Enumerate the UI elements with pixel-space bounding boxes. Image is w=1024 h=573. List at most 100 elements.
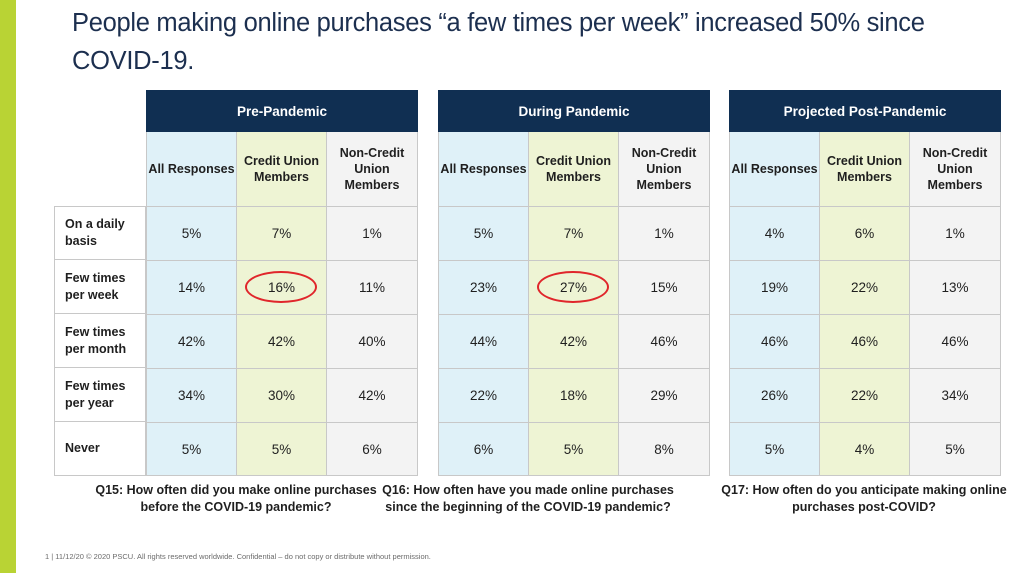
cell-value: 11% bbox=[358, 280, 386, 295]
cell-value: 22% bbox=[469, 388, 498, 403]
column-header: Non-Credit Union Members bbox=[910, 132, 1001, 206]
column-header: All Responses bbox=[146, 132, 237, 206]
table-cell: 5% bbox=[729, 422, 820, 476]
table-cell: 29% bbox=[619, 368, 710, 422]
table-cell: 34% bbox=[146, 368, 237, 422]
cell-value: 42% bbox=[267, 334, 296, 349]
cell-value: 34% bbox=[177, 388, 206, 403]
cell-value: 5% bbox=[473, 226, 494, 241]
table-cell: 46% bbox=[820, 314, 910, 368]
table-cell: 7% bbox=[237, 206, 327, 260]
table-cell: 16% bbox=[237, 260, 327, 314]
cell-value: 4% bbox=[764, 226, 785, 241]
cell-value: 5% bbox=[181, 226, 202, 241]
table-cell: 6% bbox=[438, 422, 529, 476]
cell-value: 34% bbox=[941, 388, 969, 403]
panel-2: Projected Post-Pandemic All Responses Cred… bbox=[729, 90, 1001, 476]
table-cell: 11% bbox=[327, 260, 418, 314]
cell-value: 29% bbox=[650, 388, 678, 403]
cell-value: 6% bbox=[473, 441, 494, 457]
cell-value: 13% bbox=[941, 280, 969, 295]
table-cell: 1% bbox=[910, 206, 1001, 260]
cell-value: 8% bbox=[654, 441, 674, 457]
cell-value: 5% bbox=[764, 441, 785, 457]
table-cell: 1% bbox=[327, 206, 418, 260]
table-cell: 5% bbox=[438, 206, 529, 260]
question-caption: Q16: How often have you made online purc… bbox=[382, 483, 674, 514]
table-cell: 42% bbox=[327, 368, 418, 422]
table-cell: 18% bbox=[529, 368, 619, 422]
cell-value: 40% bbox=[358, 334, 386, 349]
table-cell: 5% bbox=[910, 422, 1001, 476]
table-cell: 46% bbox=[619, 314, 710, 368]
cell-value: 22% bbox=[850, 280, 879, 295]
cell-value: 7% bbox=[271, 226, 292, 241]
cell-value: 46% bbox=[650, 334, 678, 349]
table-cell: 34% bbox=[910, 368, 1001, 422]
column-header: All Responses bbox=[438, 132, 529, 206]
row-label: Few times per week bbox=[54, 260, 146, 314]
panel-header: During Pandemic bbox=[438, 90, 710, 132]
highlight-circle bbox=[537, 271, 609, 303]
question-caption: Q15: How often did you make online purch… bbox=[95, 483, 377, 514]
panel-header: Pre-Pandemic bbox=[146, 90, 418, 132]
cell-value: 5% bbox=[563, 441, 584, 457]
cell-value: 6% bbox=[854, 226, 875, 241]
cell-value: 19% bbox=[760, 280, 789, 295]
cell-value: 42% bbox=[177, 334, 206, 349]
question-caption: Q17: How often do you anticipate making … bbox=[721, 483, 1007, 514]
table-cell: 22% bbox=[820, 368, 910, 422]
column-header: Non-Credit Union Members bbox=[619, 132, 710, 206]
cell-value: 42% bbox=[358, 388, 386, 403]
column-header: Non-Credit Union Members bbox=[327, 132, 418, 206]
table-cell: 26% bbox=[729, 368, 820, 422]
table-cell: 44% bbox=[438, 314, 529, 368]
table-cell: 5% bbox=[146, 206, 237, 260]
cell-value: 7% bbox=[563, 226, 584, 241]
table-cell: 27% bbox=[529, 260, 619, 314]
cell-value: 4% bbox=[854, 441, 875, 457]
table-cell: 46% bbox=[910, 314, 1001, 368]
column-header: Credit Union Members bbox=[820, 132, 910, 206]
row-label: Few times per month bbox=[54, 314, 146, 368]
cell-value: 30% bbox=[267, 388, 296, 403]
table-cell: 7% bbox=[529, 206, 619, 260]
cell-value: 1% bbox=[945, 226, 965, 241]
cell-value: 5% bbox=[945, 441, 965, 457]
cell-value: 1% bbox=[362, 226, 382, 241]
highlight-circle bbox=[245, 271, 317, 303]
column-header: Credit Union Members bbox=[529, 132, 619, 206]
column-header: All Responses bbox=[729, 132, 820, 206]
table-cell: 19% bbox=[729, 260, 820, 314]
table-cell: 5% bbox=[146, 422, 237, 476]
table-cell: 46% bbox=[729, 314, 820, 368]
table-cell: 5% bbox=[529, 422, 619, 476]
table-cell: 1% bbox=[619, 206, 710, 260]
accent-bar bbox=[0, 0, 16, 573]
cell-value: 23% bbox=[469, 280, 498, 295]
panel-table: All Responses Credit Union Members Non-Cre… bbox=[729, 132, 1001, 476]
table-cell: 6% bbox=[820, 206, 910, 260]
cell-value: 5% bbox=[271, 441, 292, 457]
panel-1: During Pandemic All Responses Credit Union… bbox=[438, 90, 710, 476]
table-cell: 13% bbox=[910, 260, 1001, 314]
table-cell: 14% bbox=[146, 260, 237, 314]
table-cell: 8% bbox=[619, 422, 710, 476]
column-header: Credit Union Members bbox=[237, 132, 327, 206]
table-cell: 6% bbox=[327, 422, 418, 476]
table-cell: 22% bbox=[820, 260, 910, 314]
row-label: Never bbox=[54, 422, 146, 476]
table-cell: 42% bbox=[529, 314, 619, 368]
cell-value: 5% bbox=[181, 441, 202, 457]
panel-table: All Responses Credit Union Members Non-Cre… bbox=[438, 132, 710, 476]
row-label: On a daily basis bbox=[54, 206, 146, 260]
cell-value: 14% bbox=[177, 280, 206, 295]
row-labels: On a daily basis Few times per week Few … bbox=[54, 206, 146, 476]
cell-value: 18% bbox=[559, 388, 588, 403]
row-label: Few times per year bbox=[54, 368, 146, 422]
footer: 1 | 11/12/20 © 2020 PSCU. All rights res… bbox=[45, 552, 431, 561]
cell-value: 1% bbox=[654, 226, 674, 241]
table-cell: 42% bbox=[146, 314, 237, 368]
panel-header: Projected Post-Pandemic bbox=[729, 90, 1001, 132]
table-cell: 40% bbox=[327, 314, 418, 368]
